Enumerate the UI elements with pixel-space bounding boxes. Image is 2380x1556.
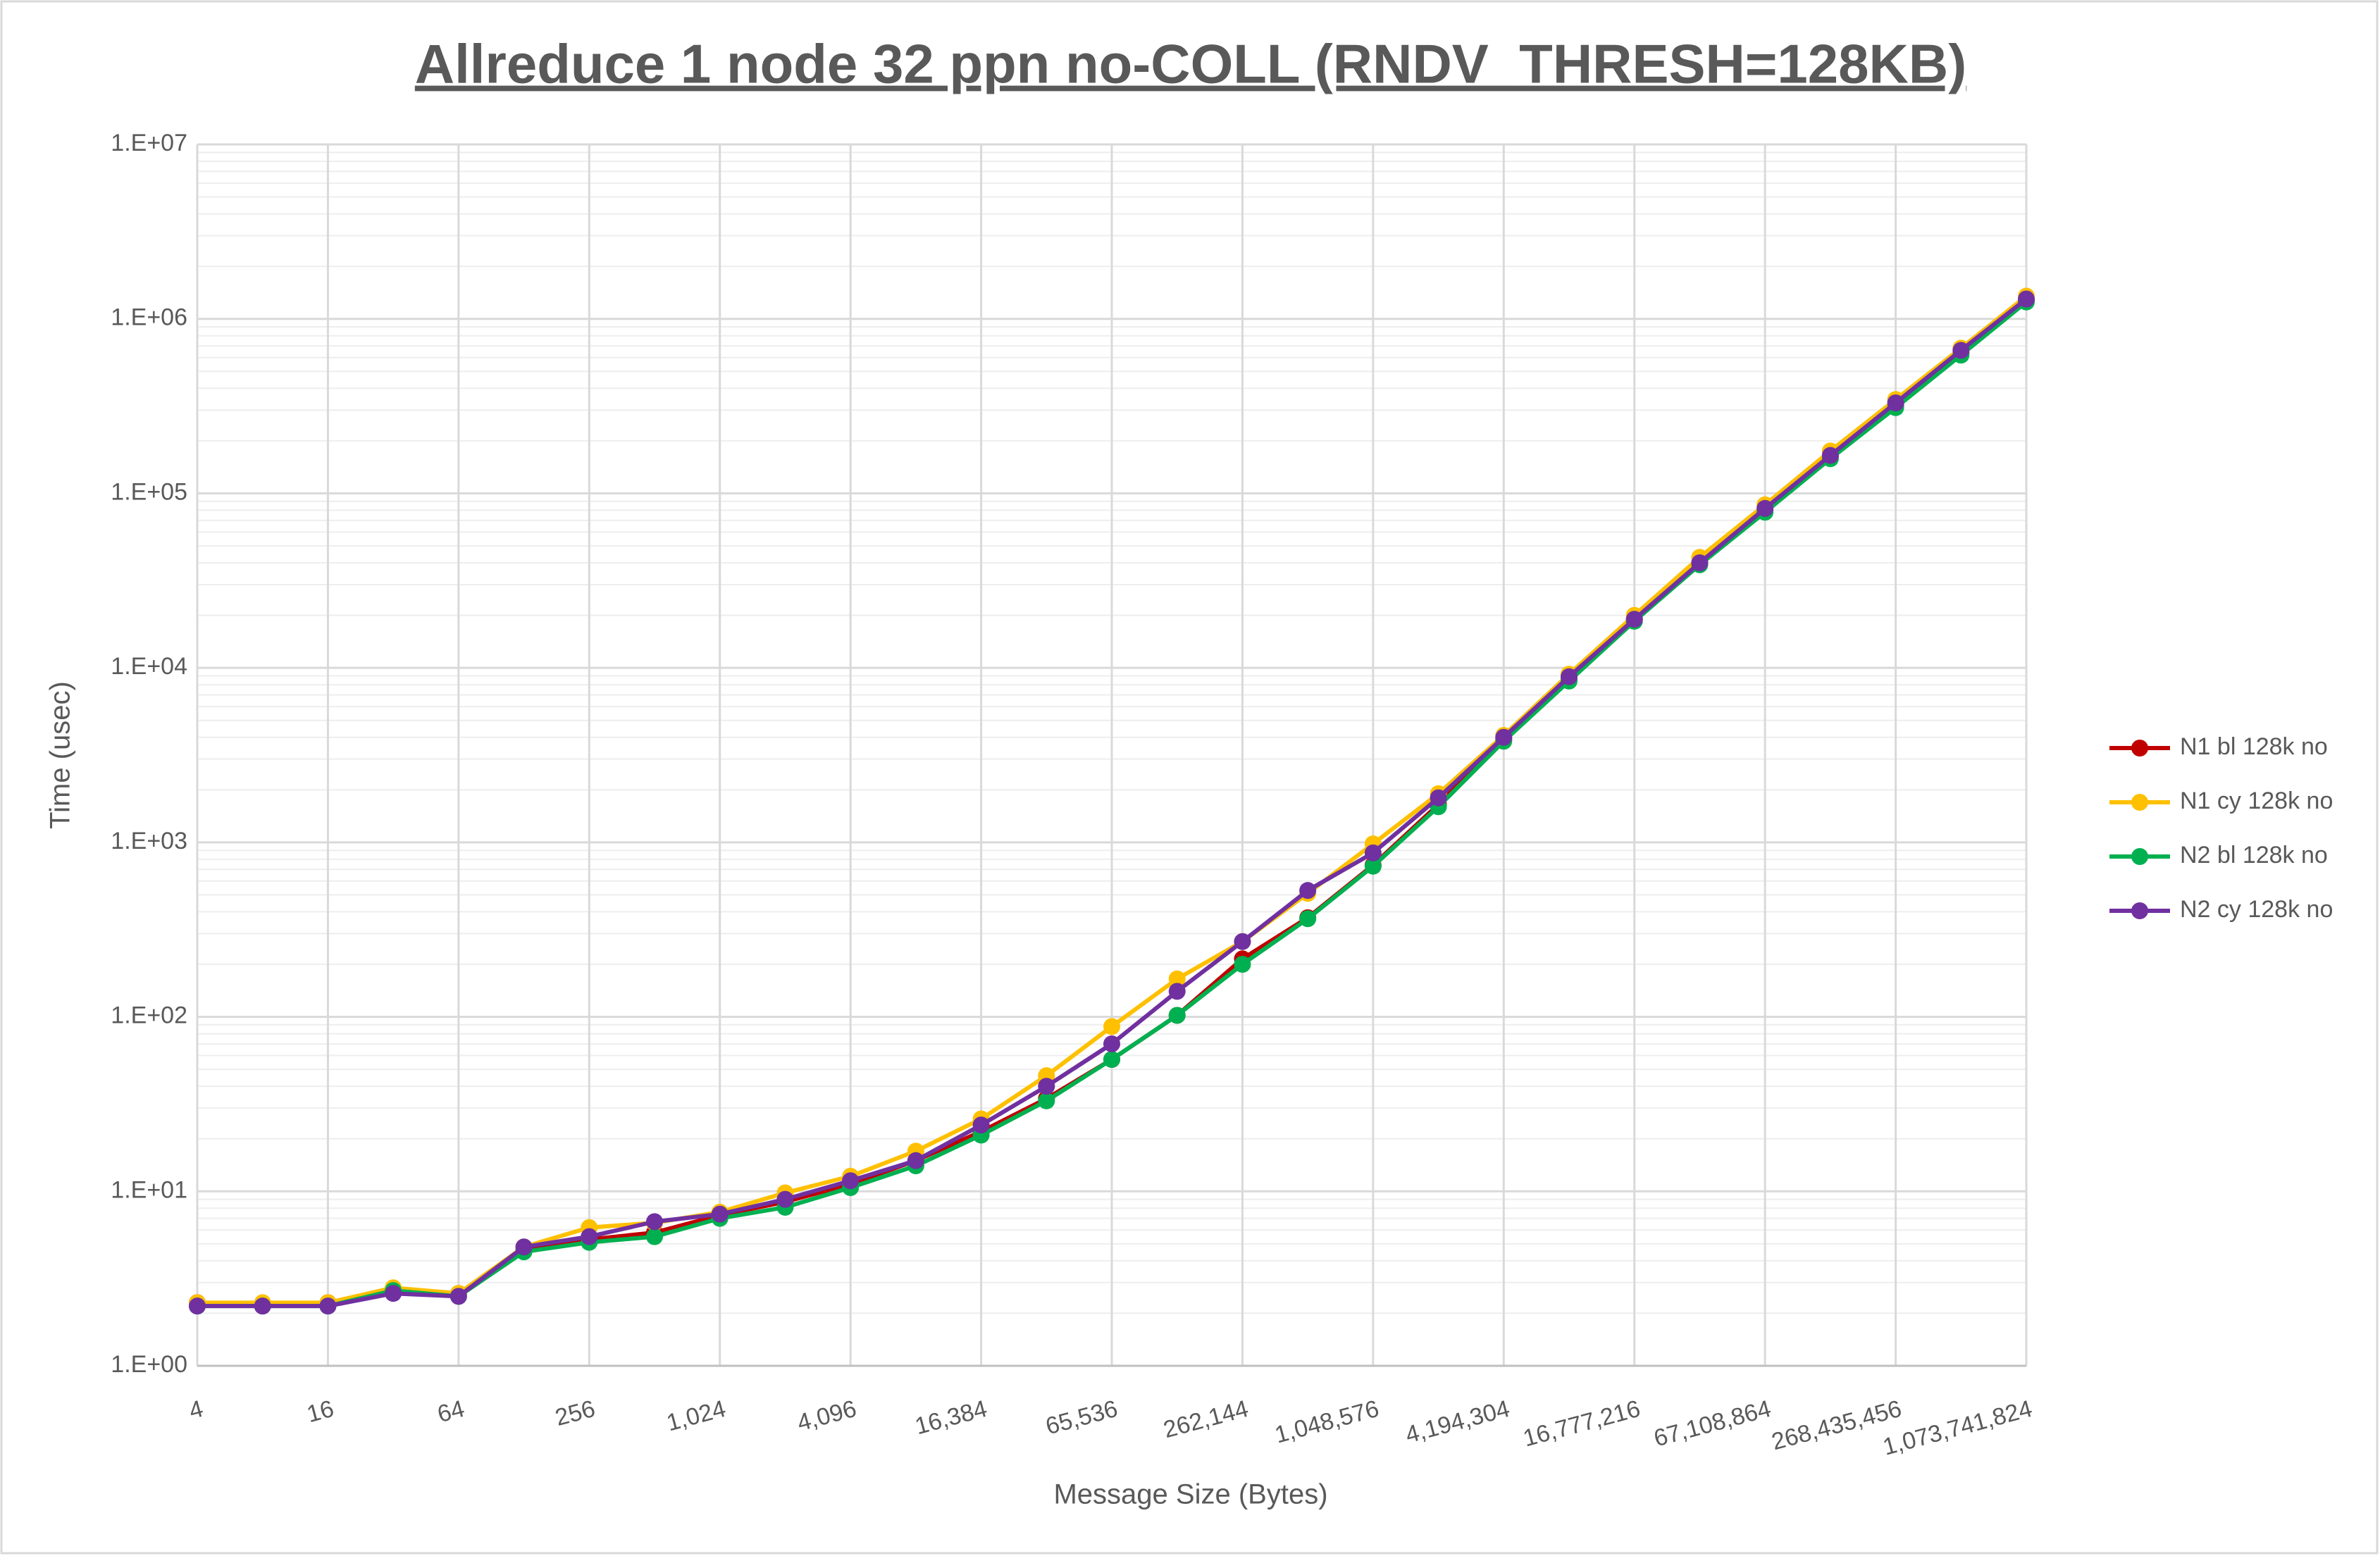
legend-marker [2131, 848, 2148, 865]
data-point [1234, 956, 1251, 973]
data-point [842, 1172, 860, 1190]
data-point [1430, 789, 1447, 807]
legend-marker [2131, 902, 2148, 919]
data-point [1625, 611, 1643, 628]
data-point [1168, 983, 1186, 1000]
data-point [515, 1238, 533, 1256]
data-point [1299, 882, 1317, 900]
y-tick-label: 1.E+01 [111, 1176, 187, 1203]
data-point [972, 1116, 990, 1134]
data-point [385, 1285, 402, 1302]
data-point [776, 1190, 794, 1208]
data-point [1495, 728, 1513, 746]
y-tick-label: 1.E+06 [111, 304, 187, 331]
data-point [1691, 554, 1709, 572]
data-point [450, 1288, 467, 1305]
data-point [1887, 394, 1904, 411]
y-tick-label: 1.E+00 [111, 1351, 187, 1378]
y-tick-label: 1.E+03 [111, 828, 187, 854]
data-point [319, 1297, 337, 1315]
data-point [1103, 1018, 1120, 1035]
data-point [1561, 668, 1578, 685]
data-point [254, 1297, 271, 1315]
data-point [2018, 290, 2035, 308]
data-point [1103, 1035, 1120, 1052]
legend-label: N2 bl 128k no [2180, 842, 2328, 869]
chart-title: Allreduce 1 node 32 ppn no-COLL (RNDV_TH… [415, 33, 1966, 95]
legend-label: N1 cy 128k no [2180, 788, 2333, 814]
x-axis-title: Message Size (Bytes) [1053, 1479, 1327, 1510]
data-point [581, 1228, 598, 1245]
y-axis-title: Time (usec) [45, 681, 76, 829]
data-point [1038, 1078, 1055, 1095]
legend-label: N1 bl 128k no [2180, 733, 2328, 760]
data-point [711, 1205, 729, 1223]
data-point [1821, 447, 1839, 464]
legend-marker [2131, 740, 2148, 757]
data-point [907, 1152, 924, 1169]
y-tick-label: 1.E+07 [111, 130, 187, 156]
data-point [1364, 844, 1382, 861]
data-point [1168, 1007, 1186, 1024]
y-tick-label: 1.E+02 [111, 1002, 187, 1029]
data-point [1756, 499, 1774, 517]
data-point [1299, 910, 1317, 928]
data-point [1952, 342, 1970, 359]
data-point [1103, 1051, 1120, 1069]
data-point [646, 1213, 663, 1231]
data-point [646, 1228, 663, 1245]
legend-marker [2131, 794, 2148, 811]
data-point [1364, 857, 1382, 875]
data-point [1168, 970, 1186, 988]
y-tick-label: 1.E+04 [111, 653, 187, 680]
legend-label: N2 cy 128k no [2180, 896, 2333, 923]
series [189, 290, 2035, 1315]
data-point [1038, 1092, 1055, 1109]
data-point [189, 1297, 206, 1315]
data-point [1234, 933, 1251, 950]
y-tick-label: 1.E+05 [111, 478, 187, 505]
